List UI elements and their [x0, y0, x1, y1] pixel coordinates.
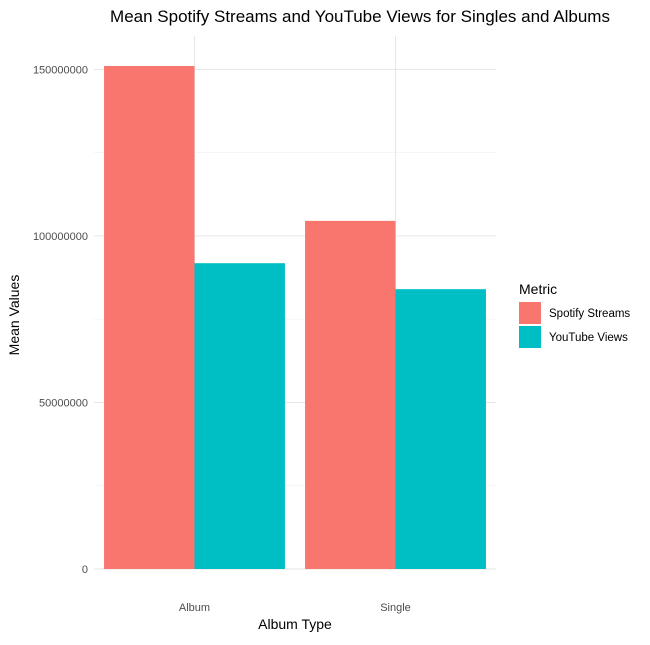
y-tick-label: 50000000 [39, 397, 88, 409]
x-axis-title: Album Type [258, 616, 332, 632]
legend-label: Spotify Streams [549, 308, 630, 320]
legend: Metric Spotify Streams YouTube Views [519, 281, 630, 348]
legend-label: YouTube Views [549, 332, 628, 344]
legend-title: Metric [519, 281, 557, 297]
x-tick-label: Single [380, 602, 411, 614]
chart-title: Mean Spotify Streams and YouTube Views f… [110, 7, 610, 26]
y-tick-label: 150000000 [33, 64, 88, 76]
bar-spotify-streams-album [104, 65, 195, 569]
x-tick-label: Album [179, 602, 210, 614]
bars-layer [104, 65, 486, 569]
legend-items: Spotify Streams YouTube Views [519, 302, 630, 348]
y-axis-title: Mean Values [6, 275, 22, 356]
ticks-layer: Album Single 0 50000000 100000000 150000000 [33, 64, 411, 614]
bar-spotify-streams-single [305, 220, 396, 569]
bar-youtube-views-single [395, 289, 486, 569]
y-tick-label: 100000000 [33, 231, 88, 243]
bar-youtube-views-album [194, 263, 285, 569]
legend-swatch [519, 302, 541, 324]
legend-swatch [519, 326, 541, 348]
y-tick-label: 0 [82, 564, 88, 576]
